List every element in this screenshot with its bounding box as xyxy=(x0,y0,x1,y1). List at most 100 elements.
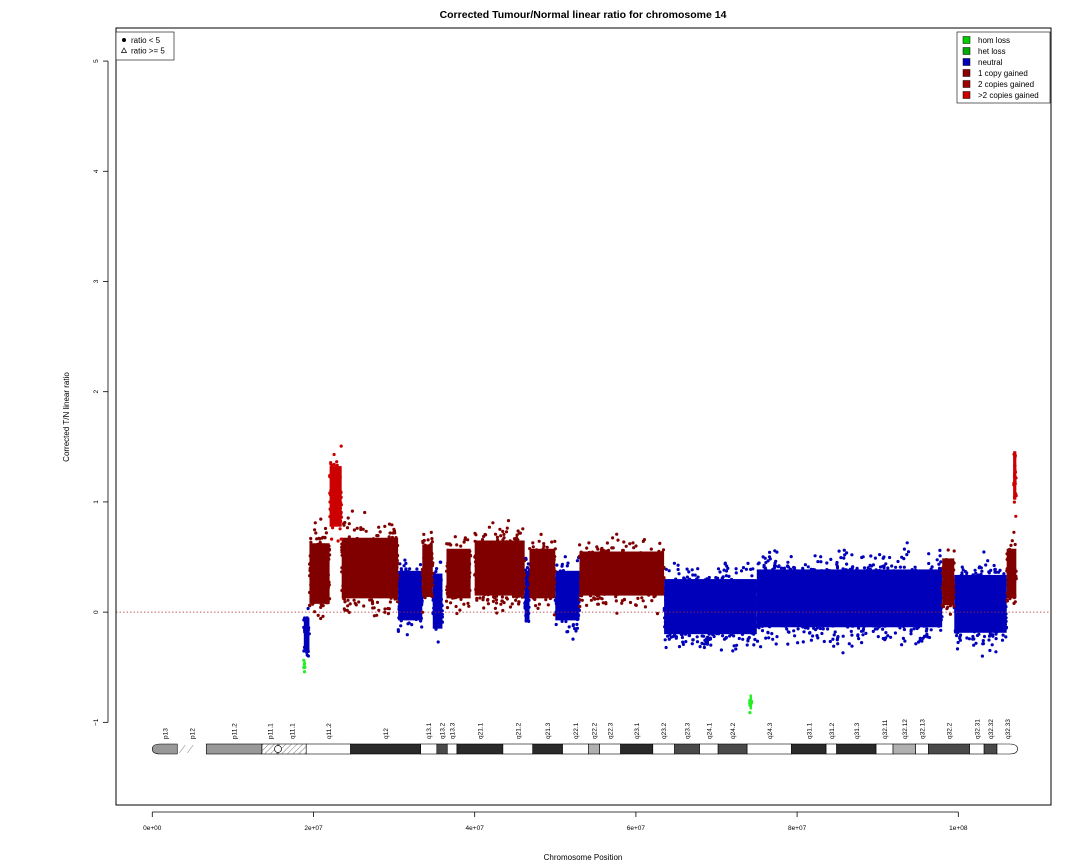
data-point xyxy=(695,614,699,618)
data-point xyxy=(1001,633,1005,637)
data-point xyxy=(886,608,890,612)
data-point xyxy=(731,630,736,634)
data-point xyxy=(832,622,836,626)
data-point xyxy=(374,561,378,566)
data-point xyxy=(978,582,982,587)
data-point xyxy=(1004,626,1008,630)
data-point xyxy=(352,543,356,548)
data-point xyxy=(534,576,538,580)
data-point xyxy=(371,567,375,571)
data-point xyxy=(478,572,482,576)
data-point xyxy=(624,544,628,548)
data-point xyxy=(541,559,545,563)
data-point xyxy=(739,579,743,583)
data-point xyxy=(747,635,751,640)
data-point xyxy=(939,560,943,564)
data-point xyxy=(753,637,757,642)
data-point xyxy=(776,589,780,593)
data-point xyxy=(705,624,710,629)
data-point xyxy=(843,570,847,574)
data-point xyxy=(937,624,941,628)
data-point xyxy=(982,579,986,583)
data-point xyxy=(379,581,383,586)
data-point xyxy=(579,567,583,571)
data-point xyxy=(370,551,374,555)
data-point xyxy=(1000,628,1004,632)
data-point xyxy=(695,620,699,624)
data-point xyxy=(377,525,381,529)
data-point xyxy=(746,561,750,566)
data-point xyxy=(961,568,965,572)
data-point xyxy=(665,626,669,630)
data-point xyxy=(697,624,701,628)
data-point xyxy=(349,579,353,583)
data-point xyxy=(839,569,843,574)
data-point xyxy=(839,556,843,560)
data-point xyxy=(570,579,574,583)
data-point xyxy=(674,615,678,619)
data-point xyxy=(396,577,400,581)
data-point xyxy=(759,614,763,619)
data-point xyxy=(974,616,978,620)
data-point xyxy=(667,622,671,626)
data-point xyxy=(695,635,699,639)
data-point xyxy=(449,577,453,581)
data-point xyxy=(564,588,568,592)
data-point xyxy=(784,624,788,628)
data-point xyxy=(893,612,897,616)
data-point xyxy=(575,559,580,563)
data-point xyxy=(374,567,378,571)
data-point xyxy=(381,556,386,560)
data-point xyxy=(777,600,781,605)
data-point xyxy=(759,581,763,585)
data-point xyxy=(827,607,831,612)
data-point xyxy=(851,605,855,609)
data-point xyxy=(664,567,668,571)
data-point xyxy=(355,536,359,541)
data-point xyxy=(842,548,846,552)
data-point xyxy=(349,548,353,552)
data-point xyxy=(667,630,672,634)
data-point xyxy=(744,567,749,571)
data-point xyxy=(449,554,453,558)
data-point xyxy=(845,577,849,581)
data-point xyxy=(860,615,864,620)
data-point xyxy=(987,638,991,642)
data-point xyxy=(756,591,760,596)
data-point xyxy=(692,607,696,611)
data-point xyxy=(695,581,699,585)
data-point xyxy=(810,618,814,622)
data-point xyxy=(744,614,748,619)
data-point xyxy=(643,605,648,609)
data-point xyxy=(902,547,907,551)
data-point xyxy=(963,618,967,622)
data-point xyxy=(437,598,441,602)
data-point xyxy=(841,567,845,571)
data-point xyxy=(364,529,368,533)
data-point xyxy=(936,600,940,605)
data-point xyxy=(676,567,680,572)
data-point xyxy=(852,596,857,601)
data-point xyxy=(819,560,823,564)
data-point xyxy=(922,611,927,615)
data-point xyxy=(726,630,731,635)
data-point xyxy=(567,616,571,620)
data-point xyxy=(717,629,721,633)
data-point xyxy=(707,632,711,636)
data-point xyxy=(833,630,837,634)
data-point xyxy=(587,550,592,554)
data-point xyxy=(490,579,494,583)
data-point xyxy=(341,545,345,549)
data-point xyxy=(938,548,942,553)
data-point xyxy=(517,573,522,577)
data-point xyxy=(775,569,779,574)
data-point xyxy=(838,585,842,589)
data-point xyxy=(729,599,733,604)
data-point xyxy=(445,542,449,546)
data-point xyxy=(865,568,869,573)
data-point xyxy=(757,621,761,625)
data-point xyxy=(795,587,799,591)
data-point xyxy=(808,624,812,628)
data-point xyxy=(372,614,376,618)
data-point xyxy=(853,609,857,613)
